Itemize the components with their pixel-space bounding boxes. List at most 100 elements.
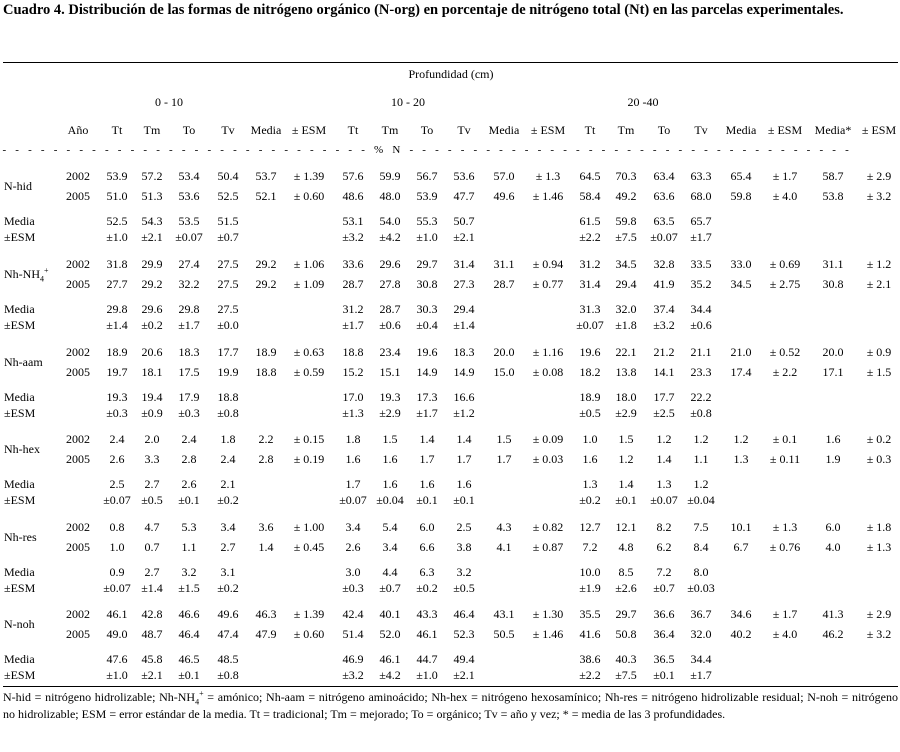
table-cell: 51.4 xyxy=(342,627,364,641)
year-cell: 2005 xyxy=(66,627,90,641)
media-label: Media xyxy=(4,565,35,579)
table-cell: 12.1 xyxy=(615,520,637,534)
table-cell: ± 2.9 xyxy=(866,169,892,183)
table-cell: ± 1.46 xyxy=(532,627,564,641)
year-cell: 2002 xyxy=(66,607,90,621)
esm-cell: ±0.07 xyxy=(650,493,678,507)
table-cell: 17.5 xyxy=(178,365,200,379)
table-cell: 2.8 xyxy=(181,452,197,466)
esm-label: ±ESM xyxy=(4,668,36,682)
esm-cell: ±1.4 xyxy=(453,318,475,332)
table-cell: 63.3 xyxy=(690,169,712,183)
table-cell: 19.6 xyxy=(416,345,438,359)
media-cell: 19.3 xyxy=(106,390,128,404)
table-cell: ± 0.94 xyxy=(532,257,564,271)
esm-cell: ±1.0 xyxy=(416,230,438,244)
table-cell: 5.4 xyxy=(382,520,398,534)
table-cell: 20.6 xyxy=(141,345,163,359)
media-label: Media xyxy=(4,477,35,491)
table-cell: 29.7 xyxy=(416,257,438,271)
esm-cell: ±0.7 xyxy=(379,581,401,595)
table-cell: ± 3.2 xyxy=(866,627,892,641)
footnote-sup: + xyxy=(199,689,204,698)
row-label-text: Nh-hex xyxy=(4,442,40,456)
esm-cell: ±0.8 xyxy=(217,406,239,420)
table-cell: 1.5 xyxy=(382,432,398,446)
table-cell: ± 1.3 xyxy=(772,520,798,534)
table-cell: 3.4 xyxy=(382,540,398,554)
table-cell: 48.6 xyxy=(342,189,364,203)
table-cell: 53.8 xyxy=(822,189,844,203)
table-cell: 2.8 xyxy=(258,452,274,466)
year-cell: 2005 xyxy=(66,452,90,466)
table-cell: 29.2 xyxy=(255,277,277,291)
table-cell: 34.5 xyxy=(730,277,752,291)
esm-cell: ±4.2 xyxy=(379,668,401,682)
table-cell: 31.8 xyxy=(106,257,128,271)
esm-cell: ±1.8 xyxy=(615,318,637,332)
table-cell: 18.1 xyxy=(141,365,163,379)
esm-cell: ±0.7 xyxy=(653,581,675,595)
table-cell: 18.3 xyxy=(178,345,200,359)
col-header: Tm xyxy=(143,123,161,137)
table-cell: 50.5 xyxy=(493,627,515,641)
table-cell: 42.4 xyxy=(342,607,364,621)
table-cell: 27.5 xyxy=(217,277,239,291)
esm-cell: ±1.7 xyxy=(416,406,438,420)
col-header: ± ESM xyxy=(861,123,897,137)
table-cell: 57.2 xyxy=(141,169,163,183)
col-header: Tv xyxy=(221,123,235,137)
esm-cell: ±4.2 xyxy=(379,230,401,244)
media-cell: 1.6 xyxy=(456,477,472,491)
media-cell: 10.0 xyxy=(579,565,601,579)
table-cell: 30.8 xyxy=(822,277,844,291)
media-cell: 8.5 xyxy=(618,565,634,579)
table-cell: 1.6 xyxy=(382,452,398,466)
table-cell: 40.1 xyxy=(379,607,401,621)
media-cell: 18.8 xyxy=(217,390,239,404)
table-cell: 46.2 xyxy=(822,627,844,641)
table-cell: ± 2.9 xyxy=(866,607,892,621)
table-cell: ± 1.00 xyxy=(293,520,325,534)
footnote-part2: = amónico; Nh-aam = nitrógeno aminoácido… xyxy=(3,690,898,721)
table-cell: 3.8 xyxy=(456,540,472,554)
table-cell: 10.1 xyxy=(730,520,752,534)
table-cell: 31.2 xyxy=(579,257,601,271)
esm-cell: ±0.4 xyxy=(416,318,438,332)
table-cell: 27.8 xyxy=(379,277,401,291)
table-cell: 31.1 xyxy=(822,257,844,271)
esm-cell: ±0.04 xyxy=(376,493,404,507)
media-cell: 46.5 xyxy=(178,652,200,666)
table-cell: 2.0 xyxy=(144,432,160,446)
table-cell: 41.3 xyxy=(822,607,844,621)
table-cell: 2.5 xyxy=(456,520,472,534)
row-label: Nh-hex xyxy=(4,443,40,456)
col-header: Tm xyxy=(381,123,399,137)
media-cell: 54.3 xyxy=(141,214,163,228)
table-cell: 48.0 xyxy=(379,189,401,203)
esm-cell: ±0.3 xyxy=(342,581,364,595)
col-header: Media xyxy=(725,123,757,137)
table-cell: 19.9 xyxy=(217,365,239,379)
table-cell: 27.3 xyxy=(453,277,475,291)
media-cell: 59.8 xyxy=(615,214,637,228)
table-cell: 32.0 xyxy=(690,627,712,641)
table-cell: ± 2.1 xyxy=(866,277,892,291)
media-cell: 1.6 xyxy=(419,477,435,491)
esm-cell: ±1.7 xyxy=(178,318,200,332)
esm-cell: ±2.1 xyxy=(453,668,475,682)
depth-header: Profundidad (cm) xyxy=(408,67,494,81)
table-cell: 52.3 xyxy=(453,627,475,641)
esm-cell: ±0.6 xyxy=(379,318,401,332)
table-cell: 1.8 xyxy=(220,432,236,446)
table-cell: 1.1 xyxy=(693,452,709,466)
media-cell: 31.3 xyxy=(579,302,601,316)
media-label: Media xyxy=(4,652,35,666)
table-cell: 48.7 xyxy=(141,627,163,641)
table-cell: 1.6 xyxy=(825,432,841,446)
table-cell: 6.0 xyxy=(419,520,435,534)
table-cell: 52.5 xyxy=(217,189,239,203)
table-cell: 1.1 xyxy=(181,540,197,554)
media-cell: 63.5 xyxy=(653,214,675,228)
table-cell: ± 0.63 xyxy=(293,345,325,359)
